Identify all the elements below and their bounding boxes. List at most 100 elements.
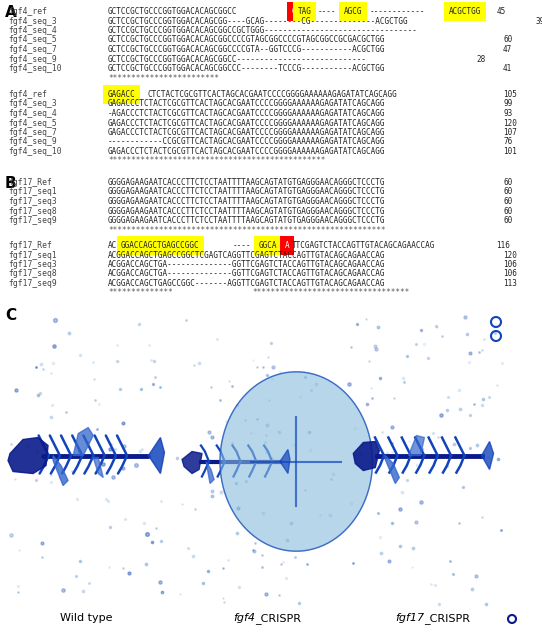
Text: 39: 39 [535, 17, 542, 25]
Point [138, 443, 147, 454]
Point [37, 359, 46, 369]
Point [363, 399, 371, 409]
Point [316, 510, 325, 520]
Text: ------------CCGCGTTCACTAGCACGAATCCCCGGGGAAAAAAGAGATATCAGCAGG: ------------CCGCGTTCACTAGCACGAATCCCCGGGG… [108, 138, 385, 147]
Polygon shape [481, 441, 494, 469]
Point [388, 422, 396, 432]
Point [396, 541, 404, 551]
Text: TAG: TAG [298, 7, 312, 16]
Point [118, 562, 127, 573]
Text: ACGGACCAGCTGAGCCGGCTCGAGTCAGGTTCGAGTCTACCAGTTGTACAGCAGAACCAG: ACGGACCAGCTGAGCCGGCTCGAGTCAGGTTCGAGTCTAC… [108, 250, 385, 259]
Text: 107: 107 [503, 128, 517, 137]
Point [290, 440, 299, 450]
Text: B: B [5, 176, 17, 191]
Text: GCTCCGCTGCCCGGTGGACACAGCGGCCCCGTAGCGGCCCCGTAGCGGCCGCGACGCTGG: GCTCCGCTGCCCGGTGGACACAGCGGCCCCGTAGCGGCCC… [108, 36, 385, 45]
Point [435, 599, 443, 610]
Text: Wild type: Wild type [60, 613, 113, 623]
Text: ************************: ************************ [108, 73, 219, 83]
Point [38, 538, 47, 548]
Point [32, 361, 41, 371]
Point [484, 452, 493, 462]
Text: fgf4_seq_9: fgf4_seq_9 [8, 138, 57, 147]
Point [385, 556, 393, 566]
Point [247, 427, 255, 438]
Point [433, 322, 442, 333]
Point [347, 498, 356, 508]
Point [373, 508, 382, 518]
Point [105, 444, 114, 454]
Point [356, 449, 364, 459]
Text: fgf4_seq_9: fgf4_seq_9 [8, 55, 57, 64]
Text: GCTCCGCTGCCCGGTGGACACAGCGGCCC--------TCCCG-----------ACGCTGG: GCTCCGCTGCCCGGTGGACACAGCGGCCC--------TCC… [108, 64, 385, 73]
Text: **************: ************** [108, 289, 173, 297]
Point [158, 455, 167, 466]
Text: -AGACCCTCTACTCGCGTTCACTAGCACGAATCCCCGGGGAAAAAAGAGATATCAGCAGG: -AGACCCTCTACTCGCGTTCACTAGCACGAATCCCCGGGG… [108, 109, 385, 118]
Point [446, 555, 454, 566]
Point [147, 537, 156, 547]
Point [268, 452, 276, 462]
Point [328, 469, 337, 480]
Point [475, 347, 483, 357]
Point [115, 383, 124, 394]
Point [302, 559, 311, 569]
Point [417, 497, 425, 507]
Point [157, 496, 166, 506]
Point [106, 522, 114, 532]
Text: ----: ---- [318, 7, 336, 16]
Text: ACGCTGG: ACGCTGG [449, 7, 481, 16]
Point [37, 552, 46, 562]
Polygon shape [206, 461, 214, 483]
Point [47, 368, 55, 378]
Point [431, 580, 440, 590]
Point [235, 582, 243, 592]
Text: GAGACCCTCTACTCGCGTTCACTAGCACGAATCCCCGGGGAAAAAAGAGATATCAGCAGG: GAGACCCTCTACTCGCGTTCACTAGCACGAATCCCCGGGG… [108, 99, 385, 108]
Point [371, 341, 379, 351]
Text: 99: 99 [503, 99, 512, 108]
Point [349, 557, 358, 568]
Point [325, 510, 334, 520]
Point [224, 376, 233, 386]
Point [219, 563, 228, 573]
Point [362, 313, 370, 324]
Point [413, 460, 422, 470]
Point [282, 573, 291, 583]
Point [417, 445, 426, 455]
Point [137, 384, 145, 394]
Text: **********************************: ********************************** [252, 289, 409, 297]
Text: 41: 41 [503, 64, 512, 73]
Point [407, 561, 416, 571]
Point [275, 427, 284, 437]
Point [105, 562, 113, 572]
Text: GGACCAGCTGAGCCGGC: GGACCAGCTGAGCCGGC [121, 241, 199, 250]
Point [48, 358, 57, 368]
Text: fgf4_seq_7: fgf4_seq_7 [8, 45, 57, 54]
Text: fgf17_seq9: fgf17_seq9 [8, 279, 57, 288]
Point [73, 494, 81, 505]
Point [184, 543, 192, 554]
Polygon shape [220, 372, 372, 551]
Point [150, 371, 159, 382]
Point [232, 477, 241, 487]
Point [368, 393, 377, 403]
Point [72, 571, 80, 582]
Point [403, 350, 411, 361]
Point [207, 382, 215, 392]
Text: 76: 76 [503, 138, 512, 147]
Point [7, 529, 15, 540]
Text: fgf4_seq_10: fgf4_seq_10 [8, 147, 62, 156]
Polygon shape [149, 438, 164, 473]
Point [157, 536, 166, 546]
Point [459, 482, 468, 492]
Point [493, 380, 502, 390]
Point [145, 340, 153, 350]
Point [437, 410, 446, 420]
Text: ACGGACCAGCTGAGCCGGC-------AGGTTCGAGTCTACCAGTTGTACAGCAGAACCAG: ACGGACCAGCTGAGCCGGC-------AGGTTCGAGTCTAC… [108, 279, 385, 288]
Point [208, 486, 216, 496]
Point [498, 358, 506, 368]
Text: GCTCCGCTGCCCGGTGGACACAGCGGCCGCTGGG---------------------------------: GCTCCGCTGCCCGGTGGACACAGCGGCCGCTGGG------… [108, 26, 418, 35]
Point [113, 355, 122, 366]
Text: ACGGACCAGCTGA--------------GGTTCGAGTCTACCAGTTGTACAGCAGAACCAG: ACGGACCAGCTGA--------------GGTTCGAGTCTAC… [108, 260, 385, 269]
Point [276, 559, 285, 569]
Point [399, 373, 408, 383]
Point [142, 559, 151, 569]
